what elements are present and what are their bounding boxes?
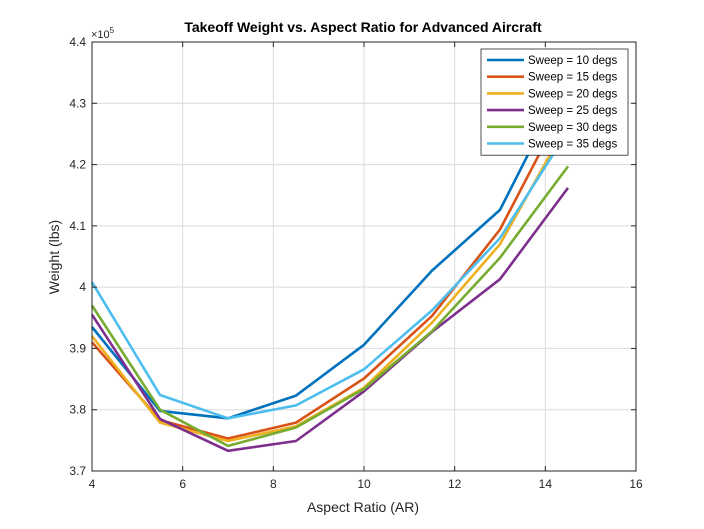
x-tick-label: 12	[448, 477, 462, 491]
legend-entry: Sweep = 20 degs	[528, 88, 617, 100]
y-tick-label: 4.2	[69, 158, 86, 172]
legend-entry: Sweep = 15 degs	[528, 72, 617, 84]
y-tick-label: 4	[79, 280, 86, 294]
x-axis-label: Aspect Ratio (AR)	[307, 499, 419, 515]
series-line-1	[90, 75, 570, 420]
y-tick-label: 4.3	[69, 96, 86, 110]
y-tick-label: 3.9	[69, 341, 86, 355]
x-tick-label: 16	[629, 477, 643, 491]
x-tick-label: 8	[270, 477, 277, 491]
legend-entry: Sweep = 35 degs	[528, 139, 617, 151]
y-axis-exponent-base: ×10	[91, 29, 110, 41]
legend-box	[480, 48, 629, 156]
chart-title: Takeoff Weight vs. Aspect Ratio for Adva…	[184, 19, 542, 35]
y-axis-exponent: ×105	[91, 26, 115, 41]
legend: Sweep = 10 degs Sweep = 15 degs Sweep = 20…	[480, 48, 629, 156]
y-tick-label: 3.7	[69, 464, 86, 478]
series-line-4	[90, 187, 570, 453]
series-line-5	[90, 165, 570, 448]
series-lines	[90, 75, 570, 453]
series-line-6	[90, 130, 570, 420]
y-axis-exponent-power: 5	[110, 26, 115, 35]
x-tick-label: 10	[357, 477, 371, 491]
x-tick-label: 14	[539, 477, 553, 491]
x-tick-label: 4	[89, 477, 96, 491]
x-tick-label: 6	[179, 477, 186, 491]
y-tick-label: 4.4	[69, 35, 86, 49]
y-tick-label: 4.1	[69, 219, 86, 233]
legend-entry: Sweep = 10 degs	[528, 55, 617, 67]
legend-entry: Sweep = 25 degs	[528, 105, 617, 117]
y-tick-label: 3.8	[69, 403, 86, 417]
legend-entry: Sweep = 30 degs	[528, 122, 617, 134]
ticks: 4 6 8 10 12 14 16 3.7 3.8 3.9 4 4.1 4.2 4.3 4.4	[69, 35, 643, 491]
y-axis-label: Weight (lbs)	[46, 220, 62, 294]
